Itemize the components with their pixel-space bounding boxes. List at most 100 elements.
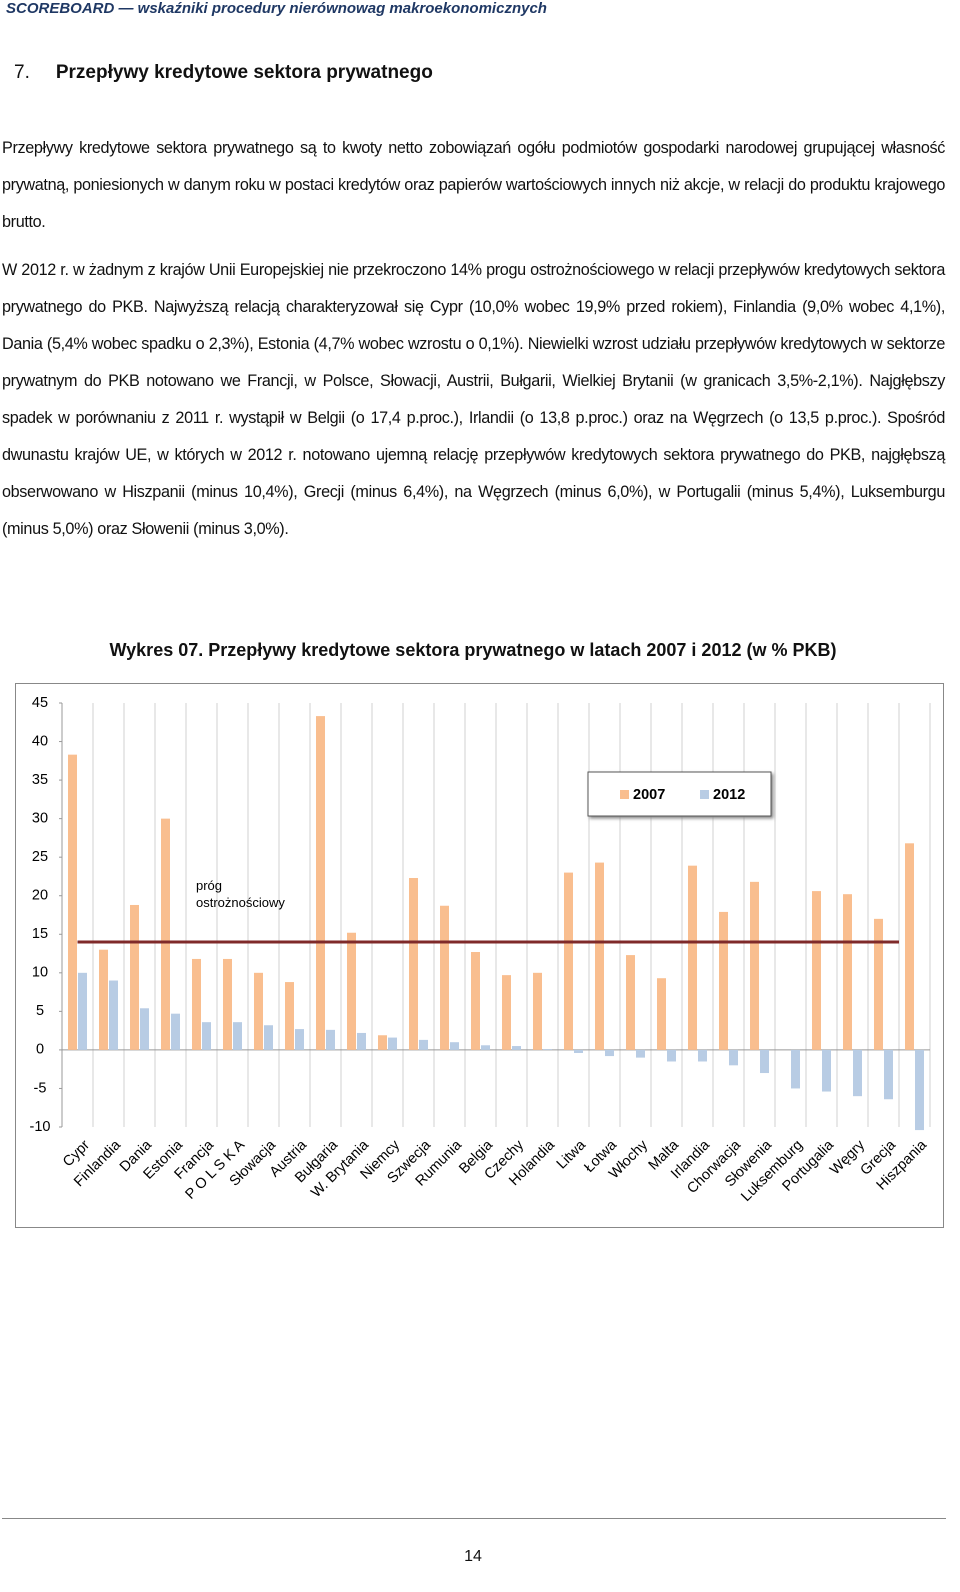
bar xyxy=(884,1049,893,1100)
section-number: 7. xyxy=(14,62,30,83)
x-tick-label: Węgry xyxy=(827,1137,868,1178)
y-tick-label: 30 xyxy=(32,810,48,826)
y-tick-label: -5 xyxy=(34,1080,47,1096)
bar xyxy=(750,881,759,1050)
bar xyxy=(812,891,821,1050)
y-tick-label: 45 xyxy=(32,695,48,711)
legend-swatch xyxy=(700,790,709,799)
bar xyxy=(853,1049,862,1097)
x-tick-label: Rumunia xyxy=(413,1137,466,1190)
x-tick-label: Francja xyxy=(172,1137,218,1183)
y-tick-label: 10 xyxy=(32,965,48,981)
legend-label: 2007 xyxy=(633,787,665,803)
bar xyxy=(316,716,325,1050)
y-tick-label: 15 xyxy=(32,926,48,942)
bar xyxy=(481,1045,490,1050)
bar xyxy=(140,1008,149,1050)
paragraph: Przepływy kredytowe sektora prywatnego s… xyxy=(2,139,945,231)
y-tick-label: 25 xyxy=(32,849,48,865)
x-tick-label: Estonia xyxy=(141,1137,187,1183)
y-tick-label: 35 xyxy=(32,772,48,788)
x-tick-label: Słowenia xyxy=(722,1137,776,1191)
paragraph: W 2012 r. w żadnym z krajów Unii Europej… xyxy=(2,261,945,538)
bar xyxy=(347,932,356,1050)
bar xyxy=(171,1013,180,1050)
bar xyxy=(595,862,604,1050)
bar xyxy=(822,1049,831,1092)
bar xyxy=(440,905,449,1050)
bar xyxy=(99,949,108,1050)
legend-label: 2012 xyxy=(713,787,745,803)
x-tick-label: Niemcy xyxy=(358,1137,404,1183)
x-tick-label: Czechy xyxy=(482,1137,528,1183)
bar xyxy=(543,1049,552,1050)
x-tick-label: Litwa xyxy=(554,1137,590,1173)
page-number: 14 xyxy=(464,1548,482,1565)
bar xyxy=(192,958,201,1050)
bar xyxy=(130,904,139,1050)
bar xyxy=(264,1025,273,1050)
bar xyxy=(161,818,170,1050)
threshold-label-line: próg xyxy=(196,878,222,893)
bar xyxy=(357,1032,366,1050)
bar xyxy=(419,1039,428,1050)
bar xyxy=(223,958,232,1050)
x-tick-label: Austria xyxy=(267,1137,311,1181)
x-tick-label: Luksemburg xyxy=(738,1137,806,1205)
x-tick-label: Włochy xyxy=(606,1137,651,1182)
bar xyxy=(450,1042,459,1050)
bar xyxy=(533,972,542,1050)
bar xyxy=(388,1037,397,1050)
x-tick-label: P O L S K A xyxy=(183,1137,249,1203)
bar xyxy=(233,1022,242,1050)
x-tick-label: Malta xyxy=(646,1137,683,1174)
chart-frame xyxy=(15,683,944,1228)
y-tick-label: 20 xyxy=(32,888,48,904)
bar xyxy=(626,955,635,1050)
x-tick-label: W. Brytania xyxy=(308,1137,372,1201)
bar xyxy=(471,952,480,1050)
bar xyxy=(409,877,418,1050)
bar xyxy=(636,1049,645,1058)
x-tick-label: Grecja xyxy=(858,1137,900,1179)
bar xyxy=(905,843,914,1050)
bar xyxy=(512,1046,521,1050)
x-tick-label: Szwecja xyxy=(385,1137,435,1187)
bar xyxy=(295,1029,304,1050)
bar xyxy=(78,972,87,1050)
y-tick-label: 0 xyxy=(36,1042,44,1058)
bar xyxy=(729,1049,738,1066)
bar xyxy=(760,1049,769,1074)
bar xyxy=(605,1049,614,1057)
y-tick-label: -10 xyxy=(30,1119,51,1135)
bar xyxy=(202,1022,211,1050)
threshold-label-line: ostrożnościowy xyxy=(196,895,285,910)
x-tick-label: Bułgaria xyxy=(292,1137,342,1187)
x-tick-label: Chorwacja xyxy=(684,1137,744,1197)
x-tick-label: Cypr xyxy=(60,1137,93,1170)
threshold-label: próg ostrożnościowy xyxy=(196,878,285,910)
x-tick-label: Słowacja xyxy=(227,1137,280,1190)
y-tick-label: 40 xyxy=(32,733,48,749)
bar xyxy=(915,1049,924,1131)
x-tick-label: Łotwa xyxy=(581,1137,620,1176)
bar xyxy=(326,1029,335,1050)
y-tick-label: 5 xyxy=(36,1003,44,1019)
bar xyxy=(378,1035,387,1050)
bar xyxy=(874,918,883,1050)
legend-swatch xyxy=(620,790,629,799)
bar xyxy=(667,1049,676,1062)
legend-box xyxy=(587,771,772,817)
bar xyxy=(657,978,666,1050)
x-tick-label: Dania xyxy=(117,1137,156,1176)
bar xyxy=(843,894,852,1050)
running-header: SCOREBOARD — wskaźniki procedury nierówn… xyxy=(6,0,547,17)
bar xyxy=(109,980,118,1050)
x-tick-label: Irlandia xyxy=(668,1137,714,1183)
bar xyxy=(285,982,294,1050)
x-tick-label: Holandia xyxy=(506,1137,558,1189)
bar xyxy=(719,911,728,1050)
bar xyxy=(254,972,263,1050)
bar xyxy=(698,1049,707,1062)
footer-rule xyxy=(2,1518,946,1519)
